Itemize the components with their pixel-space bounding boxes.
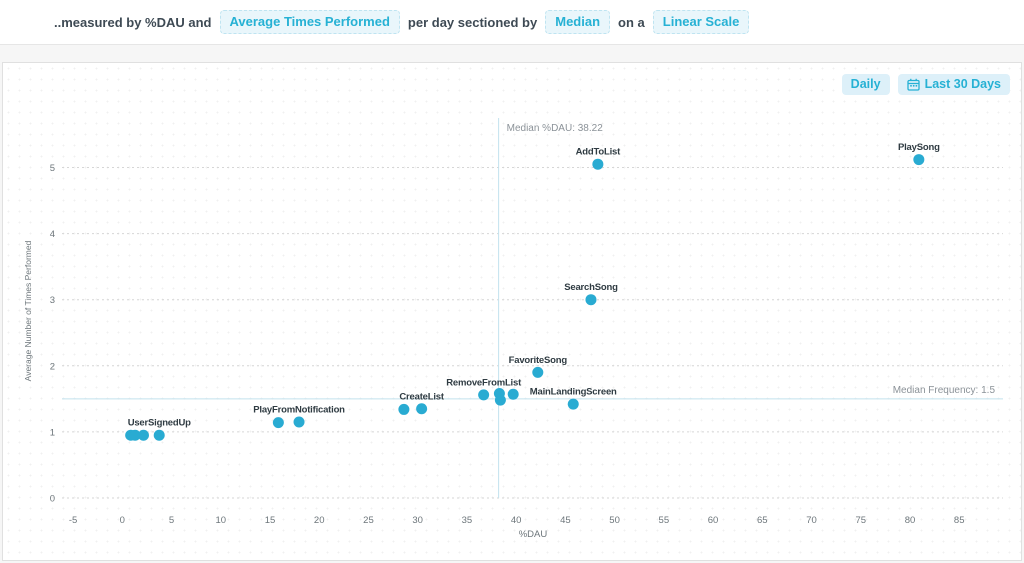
data-point-MainLandingScreen[interactable] [567,398,579,410]
data-point-PlaySong[interactable] [913,154,925,166]
query-middle-text: per day sectioned by [407,14,538,30]
data-point-10[interactable] [494,394,506,406]
data-point-CreateList[interactable] [416,403,428,415]
query-bar: ..measured by %DAU and Average Times Per… [0,0,1024,45]
data-point-RemoveFromList[interactable] [478,389,490,401]
metric-dropdown[interactable]: Average Times Performed [219,10,400,34]
chart-toolbar: Daily Last 30 Days [841,74,1010,95]
data-point-AddToList[interactable] [592,158,604,170]
chart-card [2,62,1022,561]
query-prefix-text: ..measured by %DAU and [54,14,212,30]
interval-button[interactable]: Daily [841,74,890,95]
query-connector-text: on a [618,14,645,30]
date-range-label: Last 30 Days [924,77,1001,91]
calendar-icon [906,78,920,91]
section-dropdown[interactable]: Median [545,10,611,34]
data-point-UserSignedUp[interactable] [153,429,165,441]
interval-label: Daily [850,77,881,91]
data-point-FavoriteSong[interactable] [532,366,544,378]
data-point-SearchSong[interactable] [585,294,597,306]
data-point-2[interactable] [137,429,149,441]
data-point-PlayFromNotification[interactable] [293,416,305,428]
date-range-button[interactable]: Last 30 Days [897,74,1010,95]
data-point-4[interactable] [272,417,284,429]
data-point-1[interactable] [129,429,141,441]
data-point-6[interactable] [398,403,410,415]
data-point-11[interactable] [507,388,519,400]
scale-dropdown[interactable]: Linear Scale [652,10,750,34]
